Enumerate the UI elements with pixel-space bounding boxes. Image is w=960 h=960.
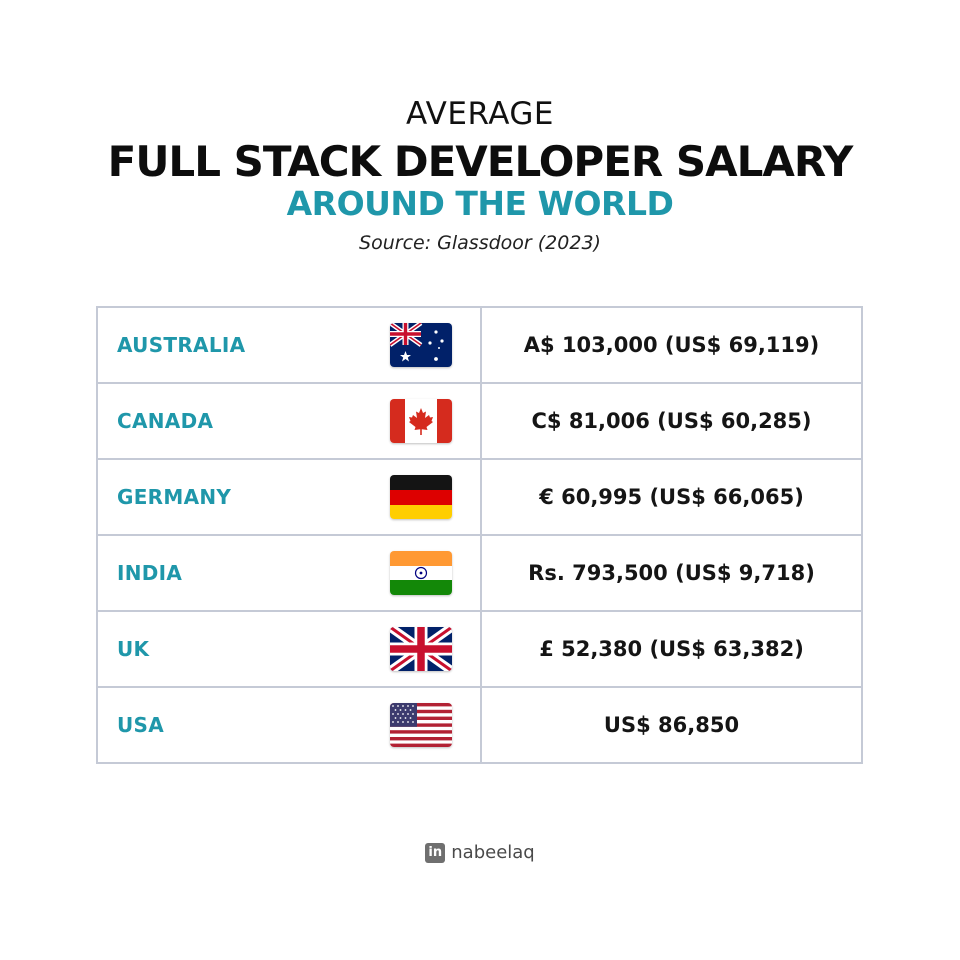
country-name: AUSTRALIA (117, 333, 246, 357)
uk-flag-icon (390, 627, 452, 671)
source-note: Source: Glassdoor (2023) (359, 232, 601, 254)
country-cell: GERMANY (96, 458, 482, 536)
table-row: GERMANY € 60,995 (US$ 66,065) (96, 458, 863, 536)
table-row: UK £ 52,380 (US$ 63,382) (96, 610, 863, 688)
country-cell: INDIA (96, 534, 482, 612)
salary-value: € 60,995 (US$ 66,065) (480, 458, 863, 536)
salary-table: AUSTRALIA (96, 306, 863, 764)
canada-flag-icon (390, 399, 452, 443)
header-kicker: AVERAGE (405, 96, 555, 132)
table-row: CANADA C$ 81,006 (US$ 60,285) (96, 382, 863, 460)
india-flag-icon (390, 551, 452, 595)
salary-value: US$ 86,850 (480, 686, 863, 764)
author-handle: nabeelaq (451, 842, 535, 863)
country-name: CANADA (117, 409, 214, 433)
country-name: UK (117, 637, 150, 661)
salary-value: C$ 81,006 (US$ 60,285) (480, 382, 863, 460)
country-cell: CANADA (96, 382, 482, 460)
germany-flag-icon (390, 475, 452, 519)
country-name: GERMANY (117, 485, 232, 509)
salary-value: £ 52,380 (US$ 63,382) (480, 610, 863, 688)
usa-flag-icon (390, 703, 452, 747)
page-subtitle: AROUND THE WORLD (286, 184, 674, 223)
table-row: USA (96, 686, 863, 764)
country-cell: AUSTRALIA (96, 306, 482, 384)
country-name: INDIA (117, 561, 183, 585)
page-title: FULL STACK DEVELOPER SALARY (107, 137, 854, 186)
salary-value: Rs. 793,500 (US$ 9,718) (480, 534, 863, 612)
australia-flag-icon (390, 323, 452, 367)
footer-credit: in nabeelaq (0, 842, 960, 863)
country-name: USA (117, 713, 165, 737)
table-row: INDIA Rs. 793,500 (US$ 9,718) (96, 534, 863, 612)
salary-value: A$ 103,000 (US$ 69,119) (480, 306, 863, 384)
country-cell: UK (96, 610, 482, 688)
table-row: AUSTRALIA (96, 306, 863, 384)
linkedin-icon: in (425, 842, 446, 863)
country-cell: USA (96, 686, 482, 764)
